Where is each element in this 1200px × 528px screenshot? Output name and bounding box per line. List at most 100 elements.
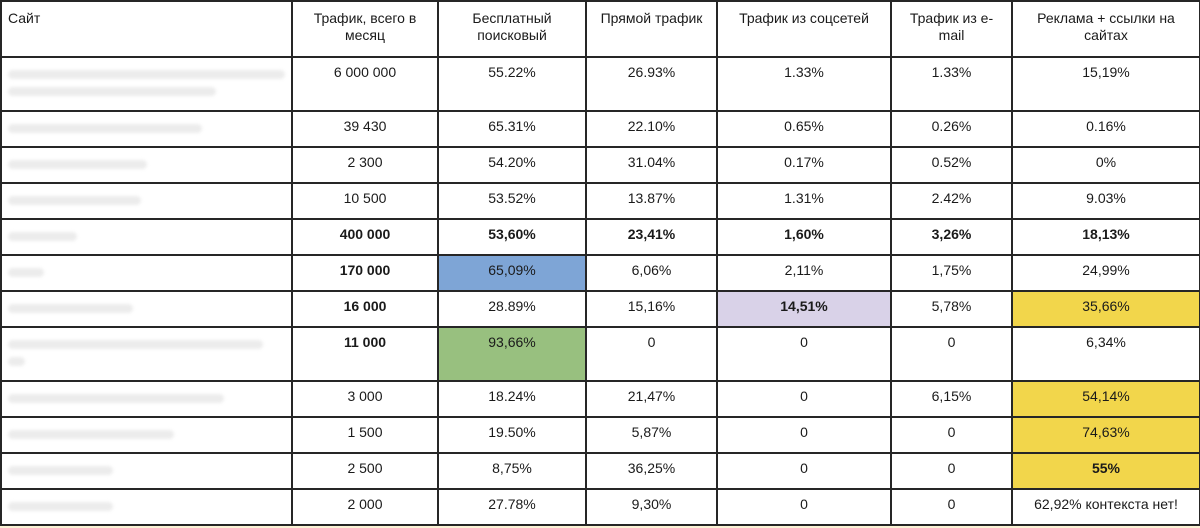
email-cell: 1,75% — [890, 254, 1013, 292]
direct-cell: 36,25% — [585, 452, 718, 490]
direct-cell: 6,06% — [585, 254, 718, 292]
total-cell: 16 000 — [291, 290, 439, 328]
total-cell: 11 000 — [291, 326, 439, 382]
header-organic: Бесплатный поисковый — [437, 0, 587, 58]
header-email: Трафик из e-mail — [890, 0, 1013, 58]
redacted-site-name — [8, 268, 44, 277]
ads-cell-highlighted: 35,66% — [1011, 290, 1200, 328]
email-cell: 0 — [890, 326, 1013, 382]
direct-cell: 0 — [585, 326, 718, 382]
table-row: 16 000 28.89% 15,16% 14,51% 5,78% 35,66% — [0, 290, 1200, 328]
redacted-site-name — [8, 87, 216, 96]
email-cell: 6,15% — [890, 380, 1013, 418]
social-cell: 0.17% — [716, 146, 892, 184]
ads-cell: 15,19% — [1011, 56, 1200, 112]
organic-cell: 8,75% — [437, 452, 587, 490]
organic-cell: 18.24% — [437, 380, 587, 418]
header-row: Сайт Трафик, всего в месяц Бесплатный по… — [0, 0, 1200, 58]
site-cell-redacted — [0, 110, 293, 148]
direct-cell: 9,30% — [585, 488, 718, 526]
total-cell: 10 500 — [291, 182, 439, 220]
email-cell: 0.26% — [890, 110, 1013, 148]
social-cell: 1,60% — [716, 218, 892, 256]
total-cell: 170 000 — [291, 254, 439, 292]
direct-cell: 21,47% — [585, 380, 718, 418]
table-row: 3 000 18.24% 21,47% 0 6,15% 54,14% — [0, 380, 1200, 418]
social-cell: 0.65% — [716, 110, 892, 148]
email-cell: 3,26% — [890, 218, 1013, 256]
organic-cell: 65.31% — [437, 110, 587, 148]
organic-cell: 53.52% — [437, 182, 587, 220]
direct-cell: 15,16% — [585, 290, 718, 328]
organic-cell: 53,60% — [437, 218, 587, 256]
social-cell: 0 — [716, 488, 892, 526]
total-cell: 1 500 — [291, 416, 439, 454]
site-cell-redacted — [0, 488, 293, 526]
total-cell: 6 000 000 — [291, 56, 439, 112]
ads-cell: 24,99% — [1011, 254, 1200, 292]
redacted-site-name — [8, 70, 285, 79]
email-cell: 0.52% — [890, 146, 1013, 184]
social-cell: 1.31% — [716, 182, 892, 220]
table-row: 6 000 000 55.22% 26.93% 1.33% 1.33% 15,1… — [0, 56, 1200, 112]
ads-cell: 62,92% контекста нет! — [1011, 488, 1200, 526]
direct-cell: 26.93% — [585, 56, 718, 112]
organic-cell-highlighted: 65,09% — [437, 254, 587, 292]
total-cell: 39 430 — [291, 110, 439, 148]
site-cell-redacted — [0, 290, 293, 328]
ads-cell: 18,13% — [1011, 218, 1200, 256]
organic-cell-highlighted: 93,66% — [437, 326, 587, 382]
redacted-site-name — [8, 124, 202, 133]
ads-cell: 0% — [1011, 146, 1200, 184]
email-cell: 2.42% — [890, 182, 1013, 220]
site-cell-redacted — [0, 380, 293, 418]
ads-cell: 6,34% — [1011, 326, 1200, 382]
organic-cell: 28.89% — [437, 290, 587, 328]
email-cell: 0 — [890, 452, 1013, 490]
organic-cell: 54.20% — [437, 146, 587, 184]
direct-cell: 31.04% — [585, 146, 718, 184]
social-cell: 2,11% — [716, 254, 892, 292]
email-cell: 5,78% — [890, 290, 1013, 328]
table-row: 39 430 65.31% 22.10% 0.65% 0.26% 0.16% — [0, 110, 1200, 148]
email-cell: 1.33% — [890, 56, 1013, 112]
site-cell-redacted — [0, 146, 293, 184]
table-row: 1 500 19.50% 5,87% 0 0 74,63% — [0, 416, 1200, 454]
email-cell: 0 — [890, 488, 1013, 526]
organic-cell: 27.78% — [437, 488, 587, 526]
table-row: 2 000 27.78% 9,30% 0 0 62,92% контекста … — [0, 488, 1200, 526]
redacted-site-name — [8, 160, 147, 169]
direct-cell: 13.87% — [585, 182, 718, 220]
social-cell: 0 — [716, 326, 892, 382]
site-cell-redacted — [0, 218, 293, 256]
header-total: Трафик, всего в месяц — [291, 0, 439, 58]
direct-cell: 23,41% — [585, 218, 718, 256]
organic-cell: 19.50% — [437, 416, 587, 454]
direct-cell: 22.10% — [585, 110, 718, 148]
social-cell: 0 — [716, 380, 892, 418]
redacted-site-name — [8, 357, 25, 366]
redacted-site-name — [8, 466, 114, 475]
redacted-site-name — [8, 196, 141, 205]
header-social: Трафик из соцсетей — [716, 0, 892, 58]
total-cell: 2 500 — [291, 452, 439, 490]
social-cell: 1.33% — [716, 56, 892, 112]
ads-cell: 0.16% — [1011, 110, 1200, 148]
ads-cell: 9.03% — [1011, 182, 1200, 220]
social-cell-highlighted: 14,51% — [716, 290, 892, 328]
social-cell: 0 — [716, 416, 892, 454]
site-cell-redacted — [0, 452, 293, 490]
redacted-site-name — [8, 304, 133, 313]
table-row: 11 000 93,66% 0 0 0 6,34% — [0, 326, 1200, 382]
redacted-site-name — [8, 394, 225, 403]
site-cell-redacted — [0, 326, 293, 382]
site-cell-redacted — [0, 254, 293, 292]
header-ads: Реклама + ссылки на сайтах — [1011, 0, 1200, 58]
social-cell: 0 — [716, 452, 892, 490]
table-row: 400 000 53,60% 23,41% 1,60% 3,26% 18,13% — [0, 218, 1200, 256]
header-site: Сайт — [0, 0, 293, 58]
table-row: 2 300 54.20% 31.04% 0.17% 0.52% 0% — [0, 146, 1200, 184]
redacted-site-name — [8, 430, 175, 439]
